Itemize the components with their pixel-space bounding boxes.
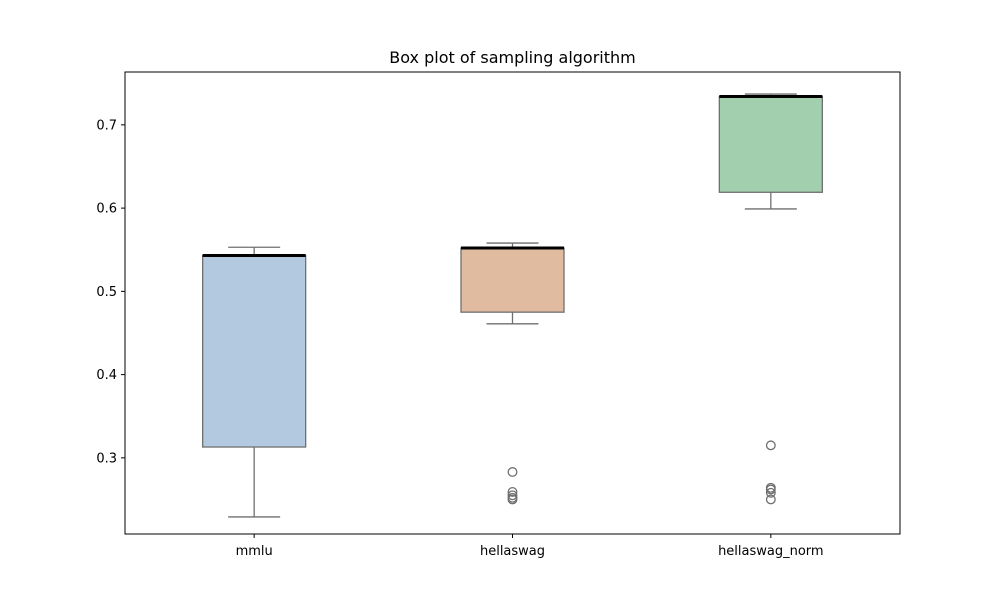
outlier-hellaswag-norm <box>765 440 776 451</box>
plot-area: 0.3 0.4 0.5 0.6 0.7 mmlu hellaswag hellaswag_no… <box>96 93 824 559</box>
axes-frame <box>124 71 901 535</box>
box-mmlu <box>202 254 307 448</box>
chart-title: Box plot of sampling algorithm <box>389 48 635 67</box>
outlier-hellaswag-norm <box>765 484 776 495</box>
x-tick-label: hellaswag <box>480 544 545 559</box>
x-tick-label: hellaswag_norm <box>718 544 824 559</box>
outlier-hellaswag <box>507 467 518 477</box>
y-tick-label: 0.6 <box>96 202 117 217</box>
y-tick-label: 0.7 <box>96 118 117 133</box>
outlier-hellaswag-norm <box>765 494 776 505</box>
box-hellaswag-norm <box>718 95 823 193</box>
outlier-hellaswag-norm <box>765 487 776 498</box>
box-hellaswag <box>460 247 565 313</box>
y-tick-label: 0.4 <box>96 368 117 383</box>
x-tick-label: mmlu <box>236 544 273 559</box>
y-tick-label: 0.5 <box>96 285 117 300</box>
outlier-hellaswag <box>507 494 518 505</box>
y-tick-label: 0.3 <box>96 451 117 466</box>
outlier-hellaswag <box>507 487 518 497</box>
outlier-hellaswag <box>507 490 518 501</box>
